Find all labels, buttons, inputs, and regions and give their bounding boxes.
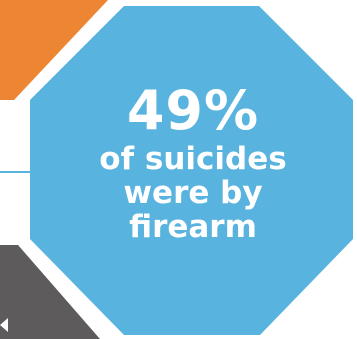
gray-shape-notch (0, 318, 8, 332)
stat-percentage: 49% (126, 79, 260, 142)
stat-caption-line-1: of suicides (99, 141, 287, 177)
stat-text-block: 49% of suicides were by firearm (50, 79, 336, 245)
stat-octagon (30, 6, 353, 335)
orange-neighbor-shape (0, 0, 108, 100)
gray-neighbor-shape (0, 245, 100, 339)
stat-caption-line-2: were by (123, 175, 263, 211)
stat-caption-line-3: firearm (129, 209, 257, 245)
